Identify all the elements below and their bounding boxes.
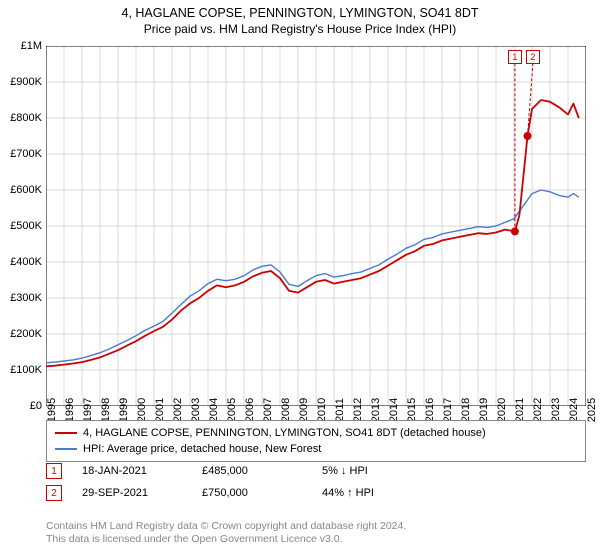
x-axis-label: 2021 [514,398,526,422]
x-axis-label: 1995 [46,398,58,422]
x-axis-label: 2009 [298,398,310,422]
marker-badge-2: 2 [46,485,62,501]
y-axis-label: £0 [2,400,42,412]
x-axis-label: 2018 [460,398,472,422]
x-axis-label: 2024 [568,398,580,422]
x-axis-label: 1996 [64,398,76,422]
x-axis-label: 2013 [370,398,382,422]
marker-date-1: 18-JAN-2021 [82,465,182,477]
legend-swatch-2 [55,448,77,450]
title-block: 4, HAGLANE COPSE, PENNINGTON, LYMINGTON,… [0,0,600,36]
chart-container: 4, HAGLANE COPSE, PENNINGTON, LYMINGTON,… [0,0,600,560]
footnote-line1: Contains HM Land Registry data © Crown c… [46,520,586,533]
marker-price-2: £750,000 [202,487,302,499]
x-axis-label: 2001 [154,398,166,422]
x-axis-label: 2006 [244,398,256,422]
marker-date-2: 29-SEP-2021 [82,487,182,499]
y-axis-label: £500K [2,220,42,232]
marker-pct-2: 44% ↑ HPI [322,487,442,499]
x-axis-label: 2020 [496,398,508,422]
marker-price-1: £485,000 [202,465,302,477]
y-axis-label: £800K [2,112,42,124]
legend-label-1: 4, HAGLANE COPSE, PENNINGTON, LYMINGTON,… [83,425,486,441]
chart-area: £0£100K£200K£300K£400K£500K£600K£700K£80… [46,46,586,406]
y-axis-label: £700K [2,148,42,160]
legend-label-2: HPI: Average price, detached house, New … [83,441,321,457]
line-chart-svg [46,46,586,406]
marker-row-1: 1 18-JAN-2021 £485,000 5% ↓ HPI [46,460,586,482]
x-axis-label: 2002 [172,398,184,422]
marker-pct-1: 5% ↓ HPI [322,465,442,477]
chart-marker-badge: 2 [526,50,540,64]
x-axis-label: 2023 [550,398,562,422]
x-axis-label: 2005 [226,398,238,422]
x-axis-label: 2008 [280,398,292,422]
x-axis-label: 2022 [532,398,544,422]
x-axis-label: 2011 [334,398,346,422]
marker-badge-1: 1 [46,463,62,479]
legend-swatch-1 [55,432,77,434]
legend-item-series1: 4, HAGLANE COPSE, PENNINGTON, LYMINGTON,… [55,425,577,441]
x-axis-label: 2003 [190,398,202,422]
title-main: 4, HAGLANE COPSE, PENNINGTON, LYMINGTON,… [0,6,600,20]
y-axis-label: £1M [2,40,42,52]
x-axis-label: 2007 [262,398,274,422]
x-axis-label: 1997 [82,398,94,422]
x-axis-label: 2012 [352,398,364,422]
y-axis-label: £900K [2,76,42,88]
y-axis-label: £100K [2,364,42,376]
marker-table: 1 18-JAN-2021 £485,000 5% ↓ HPI 2 29-SEP… [46,460,586,504]
x-axis-label: 2016 [424,398,436,422]
legend-item-series2: HPI: Average price, detached house, New … [55,441,577,457]
footnote: Contains HM Land Registry data © Crown c… [46,520,586,546]
title-sub: Price paid vs. HM Land Registry's House … [0,22,600,36]
x-axis-label: 2025 [586,398,598,422]
legend: 4, HAGLANE COPSE, PENNINGTON, LYMINGTON,… [46,420,586,462]
y-axis-label: £200K [2,328,42,340]
marker-row-2: 2 29-SEP-2021 £750,000 44% ↑ HPI [46,482,586,504]
x-axis-label: 2010 [316,398,328,422]
chart-marker-badge: 1 [508,50,522,64]
footnote-line2: This data is licensed under the Open Gov… [46,533,586,546]
y-axis-label: £600K [2,184,42,196]
x-axis-label: 2019 [478,398,490,422]
x-axis-label: 1999 [118,398,130,422]
x-axis-label: 2014 [388,398,400,422]
y-axis-label: £400K [2,256,42,268]
x-axis-label: 2017 [442,398,454,422]
x-axis-label: 2015 [406,398,418,422]
x-axis-label: 2004 [208,398,220,422]
y-axis-label: £300K [2,292,42,304]
x-axis-label: 2000 [136,398,148,422]
x-axis-label: 1998 [100,398,112,422]
